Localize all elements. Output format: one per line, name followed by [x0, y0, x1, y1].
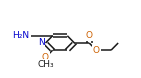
Text: O: O — [93, 46, 100, 55]
Text: N: N — [38, 39, 44, 48]
Text: H₂N: H₂N — [13, 31, 30, 40]
Text: CH₃: CH₃ — [37, 60, 54, 69]
Text: O: O — [42, 53, 49, 62]
Text: O: O — [86, 31, 93, 40]
